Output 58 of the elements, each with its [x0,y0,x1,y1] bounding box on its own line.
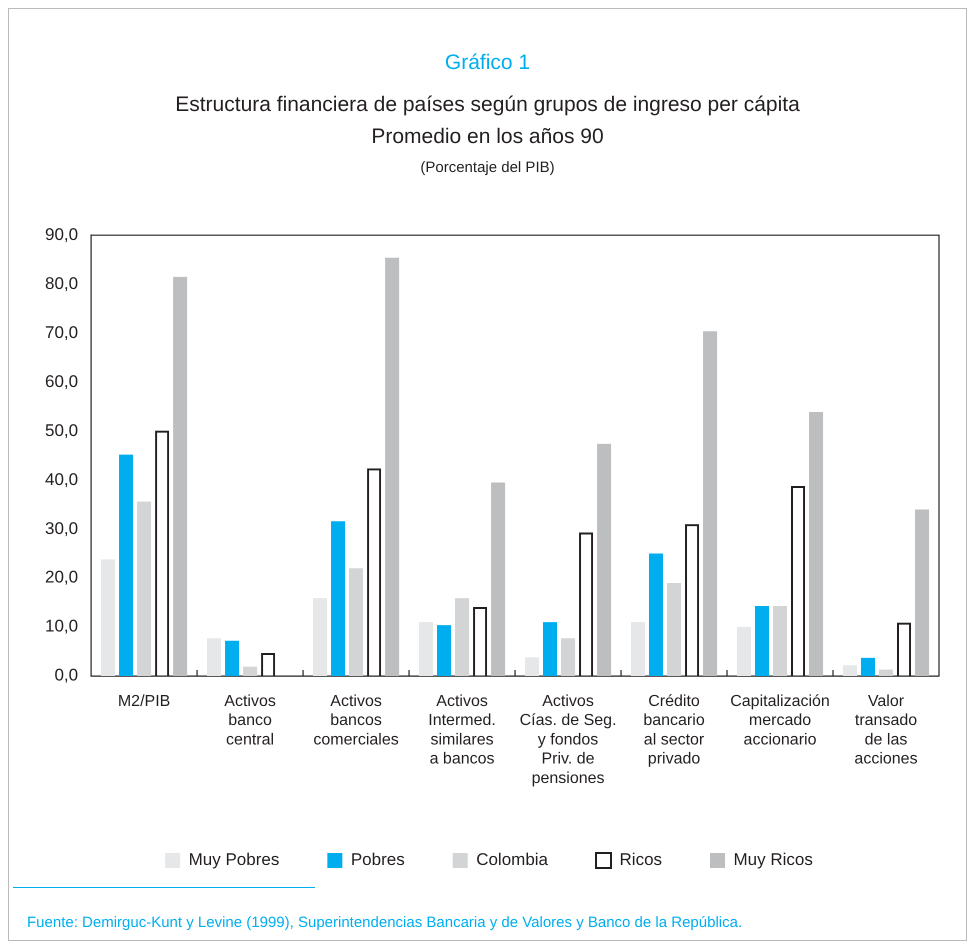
bar [809,412,824,676]
bar [878,670,894,676]
legend-label: Ricos [620,850,662,870]
bar [736,627,752,676]
y-tick-label: 50,0 [44,420,78,440]
y-tick-label: 20,0 [44,568,78,587]
bar [491,482,506,676]
y-tick-label: 60,0 [44,372,78,391]
bar [524,657,540,676]
text: (Porcentaje del PIB) [419,159,556,176]
bar [385,258,400,676]
bar [437,625,452,676]
x-tick-label: Activos bancos comerciales [313,693,399,748]
chart-title: Gráfico 1 [444,51,532,75]
legend-label: Colombia [476,850,549,870]
bar [137,502,152,676]
bar [542,622,558,676]
bar [331,521,346,676]
chart-subtitle: Estructura financiera de países según grupos de ingreso per cápita Promedio en los años 90 [174,92,801,150]
y-tick-label: 80,0 [44,274,78,293]
bar [173,276,188,676]
x-tick-label: Activos banco central [224,693,276,748]
y-tick-label: 90,0 [44,224,78,244]
bar [101,559,116,676]
y-tick-label: 0,0 [54,666,78,685]
bar [703,331,718,676]
bar [754,606,770,676]
y-tick-label: 10,0 [44,616,78,636]
x-tick-label: Crédito bancario al sector privado [643,693,705,768]
x-tick-label: Capitalización mercado accionario [730,693,830,748]
bar [648,554,664,676]
bar [349,568,364,676]
source-note: Fuente: Demirguc-Kunt y Levine (1999), Superintendencias Bancaria y de Valores y Banco de la República. [27,914,742,931]
x-tick-label: Valor transado de las acciones [854,693,918,768]
bar [860,658,876,676]
legend-label: Pobres [350,850,405,870]
legend-label: Muy Ricos [734,850,813,870]
x-tick-label: M2/PIB [118,693,170,710]
bar [312,598,328,676]
bar [667,582,682,676]
x-tick-label: Activos Cías. de Seg. y fondos Priv. de pensiones [520,693,617,787]
bar [561,638,576,676]
bar [915,509,930,676]
bar [418,622,434,676]
y-tick-label: 70,0 [44,322,78,342]
bar [772,606,788,676]
bar [119,454,134,676]
bar [207,638,222,676]
bar [455,598,470,676]
x-tick-label: Activos Intermed. similares a bancos [428,693,496,768]
bar [597,444,612,676]
legend-label: Muy Pobres [188,850,280,870]
bar [225,640,240,676]
y-tick-label: 30,0 [44,518,78,538]
bar [243,666,258,676]
y-tick-label: 40,0 [44,470,78,489]
bar [630,622,646,676]
bar [842,665,857,676]
